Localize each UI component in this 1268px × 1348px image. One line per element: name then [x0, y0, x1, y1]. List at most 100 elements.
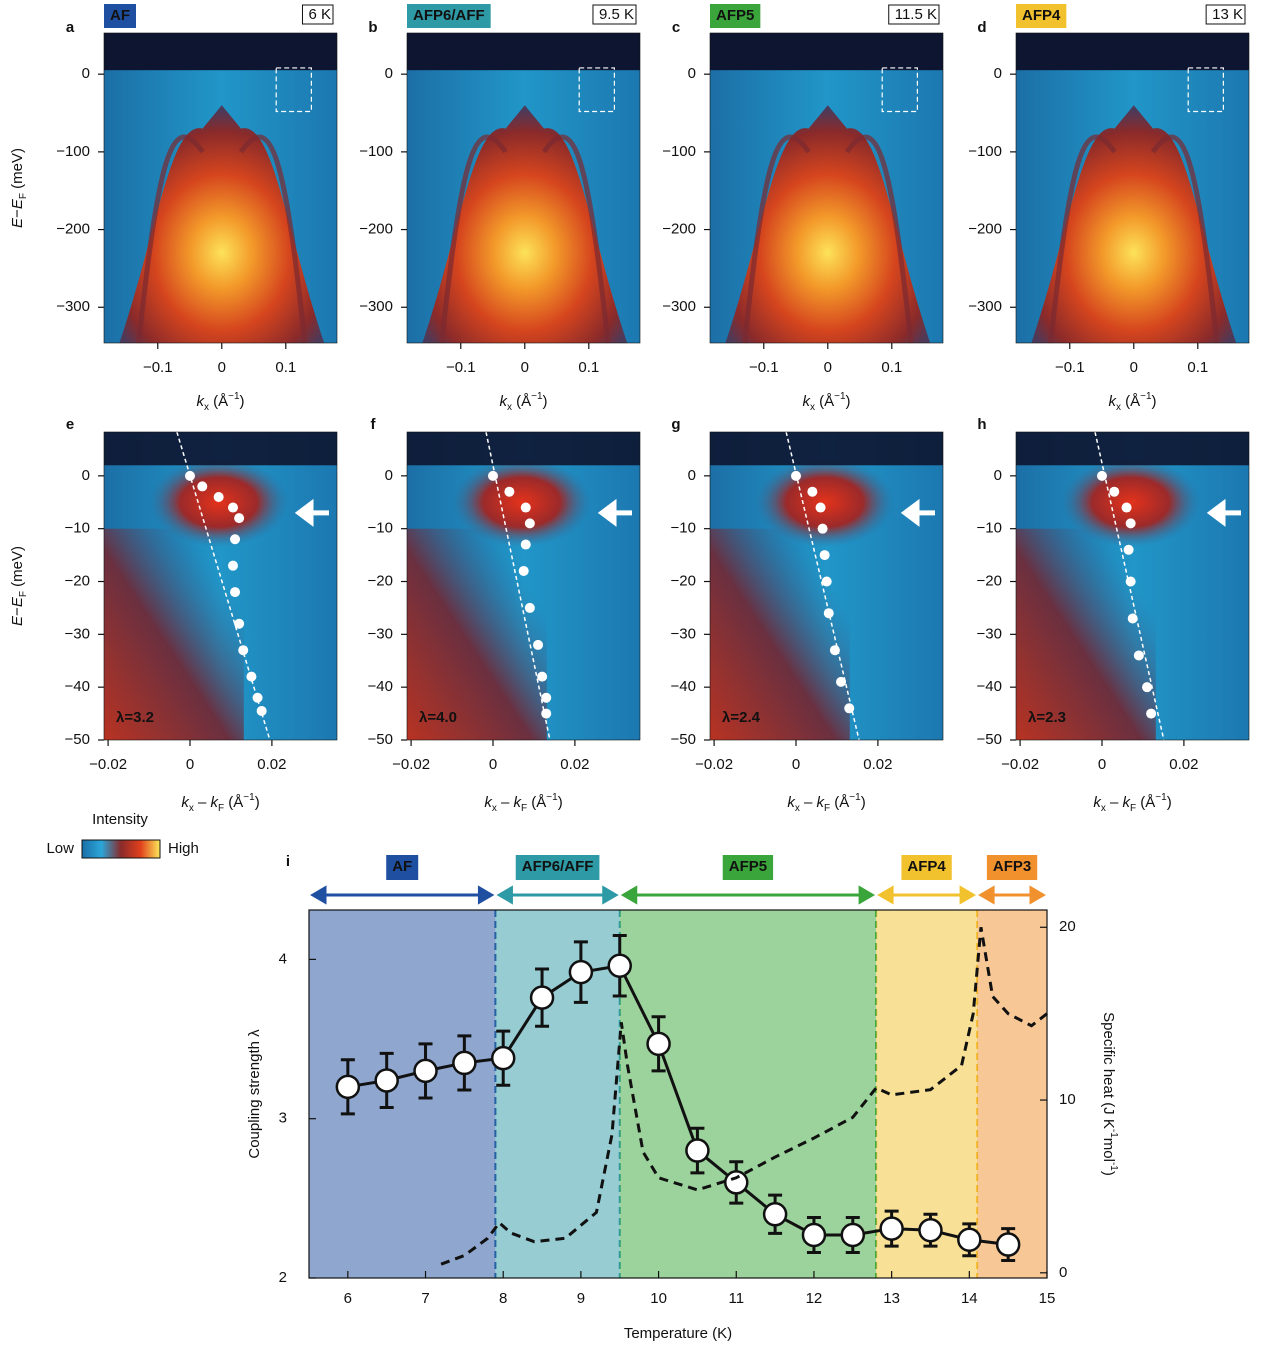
coupling-point: [686, 1140, 708, 1162]
y-tick-label: −20: [977, 572, 1002, 589]
quasiparticle-peak: [755, 457, 895, 547]
x-tick-label: −0.1: [749, 359, 779, 376]
y-tick-label: −30: [671, 625, 696, 642]
x-tick-label: 0.02: [1169, 756, 1198, 773]
label-part: –: [800, 794, 817, 811]
dispersion-point: [824, 608, 834, 618]
dispersion-point: [820, 550, 830, 560]
lambda-annotation: λ=2.4: [722, 709, 761, 726]
label-part: −1: [1155, 792, 1167, 803]
phase-region: [620, 910, 876, 1278]
y-tick-label: −100: [662, 143, 696, 160]
dispersion-point: [830, 645, 840, 655]
phase-arrow: [624, 888, 872, 902]
x-tick-label: 0: [792, 756, 800, 773]
y-tick-label: −40: [671, 678, 696, 695]
y-tick-label: −300: [56, 298, 90, 315]
dispersion-point: [818, 524, 828, 534]
dispersion-point: [504, 487, 514, 497]
dispersion-point: [197, 481, 207, 491]
coupling-point: [881, 1218, 903, 1240]
legend-low: Low: [46, 840, 74, 857]
y-tick-label: 3: [279, 1110, 287, 1127]
spectrum-image: [407, 33, 640, 343]
x-tick-label: 12: [806, 1290, 823, 1307]
dispersion-point: [246, 672, 256, 682]
lambda-annotation: λ=3.2: [116, 709, 154, 726]
phase-label: AFP5: [716, 7, 754, 24]
coupling-point: [492, 1047, 514, 1069]
label-part: −1: [849, 792, 861, 803]
label-part: (Å: [815, 393, 834, 410]
page: {"chart_data": [ {"type": "spectrum", "l…: [0, 0, 1268, 1348]
y-tick-label: −10: [977, 520, 1002, 537]
x-axis-label: Temperature (K): [624, 1325, 732, 1342]
axis-label: kx – kF (Å−1): [787, 792, 865, 814]
y-tick-label: −30: [65, 625, 90, 642]
axis-label: kx – kF (Å−1): [181, 792, 259, 814]
x-tick-label: 9: [577, 1290, 585, 1307]
x-tick-label: −0.1: [143, 359, 173, 376]
y-tick-label: −50: [368, 731, 393, 748]
phase-label: AFP6/AFF: [413, 7, 485, 24]
phase-label: AFP5: [729, 858, 767, 875]
dispersion-point: [230, 534, 240, 544]
label-part: (Å: [512, 393, 531, 410]
label-part: ): [1152, 393, 1157, 410]
x-tick-label: −0.02: [89, 756, 127, 773]
label-part: ): [861, 794, 866, 811]
x-tick-label: 0.02: [257, 756, 286, 773]
phase-label: AFP4: [907, 858, 946, 875]
x-tick-label: 0.1: [578, 359, 599, 376]
figure: Intensity Low High −0.100.10−100−200−300…: [0, 0, 1268, 1348]
label-part: Specific heat (J K: [1100, 1012, 1117, 1129]
label-part: ): [1100, 1171, 1117, 1176]
label-part: −: [9, 607, 26, 616]
panel-letter: d: [977, 19, 986, 36]
y-tick-label: −50: [65, 731, 90, 748]
x-tick-label: 0.1: [1187, 359, 1208, 376]
x-tick-label: 0: [218, 359, 226, 376]
coupling-point: [609, 955, 631, 977]
x-tick-label: 0.1: [881, 359, 902, 376]
y-tick-label: −10: [65, 520, 90, 537]
label-part: ): [255, 794, 260, 811]
axis-label: kx (Å−1): [499, 391, 547, 413]
dispersion-point: [1109, 487, 1119, 497]
temperature-label: 6 K: [308, 6, 331, 23]
y-tick-label: 0: [82, 467, 90, 484]
y-tick-label: 2: [279, 1269, 287, 1286]
y-tick-label: 0: [385, 467, 393, 484]
panel-letter: f: [371, 416, 377, 433]
dispersion-point: [234, 619, 244, 629]
dispersion-point: [238, 645, 248, 655]
panel-letter: e: [66, 416, 74, 433]
dispersion-point: [1122, 503, 1132, 513]
label-part: ): [543, 393, 548, 410]
y-tick-label: −10: [368, 520, 393, 537]
dispersion-point: [1126, 577, 1136, 587]
coupling-point: [725, 1171, 747, 1193]
dispersion-point: [1142, 682, 1152, 692]
x-tick-label: −0.02: [695, 756, 733, 773]
dispersion-point: [816, 503, 826, 513]
x-tick-label: 8: [499, 1290, 507, 1307]
dispersion-point: [214, 492, 224, 502]
legend-high: High: [168, 840, 199, 857]
y-tick-label: −200: [359, 221, 393, 238]
axis-label: E−EF (meV): [9, 148, 29, 228]
lambda-annotation: λ=2.3: [1028, 709, 1066, 726]
temperature-label: 11.5 K: [895, 6, 937, 23]
panel-letter: c: [672, 19, 680, 36]
coupling-point: [570, 961, 592, 983]
panel-letter: b: [368, 19, 377, 36]
phase-region: [977, 910, 1047, 1278]
axis-label: E−EF (meV): [9, 546, 29, 626]
phase-label: AF: [110, 7, 130, 24]
phase-label: AFP4: [1022, 7, 1061, 24]
spectrum-image: [1016, 33, 1249, 343]
x-tick-label: −0.02: [1001, 756, 1039, 773]
y2-tick-label: 0: [1059, 1264, 1067, 1281]
temperature-label: 9.5 K: [599, 6, 634, 23]
dispersion-point: [521, 503, 531, 513]
